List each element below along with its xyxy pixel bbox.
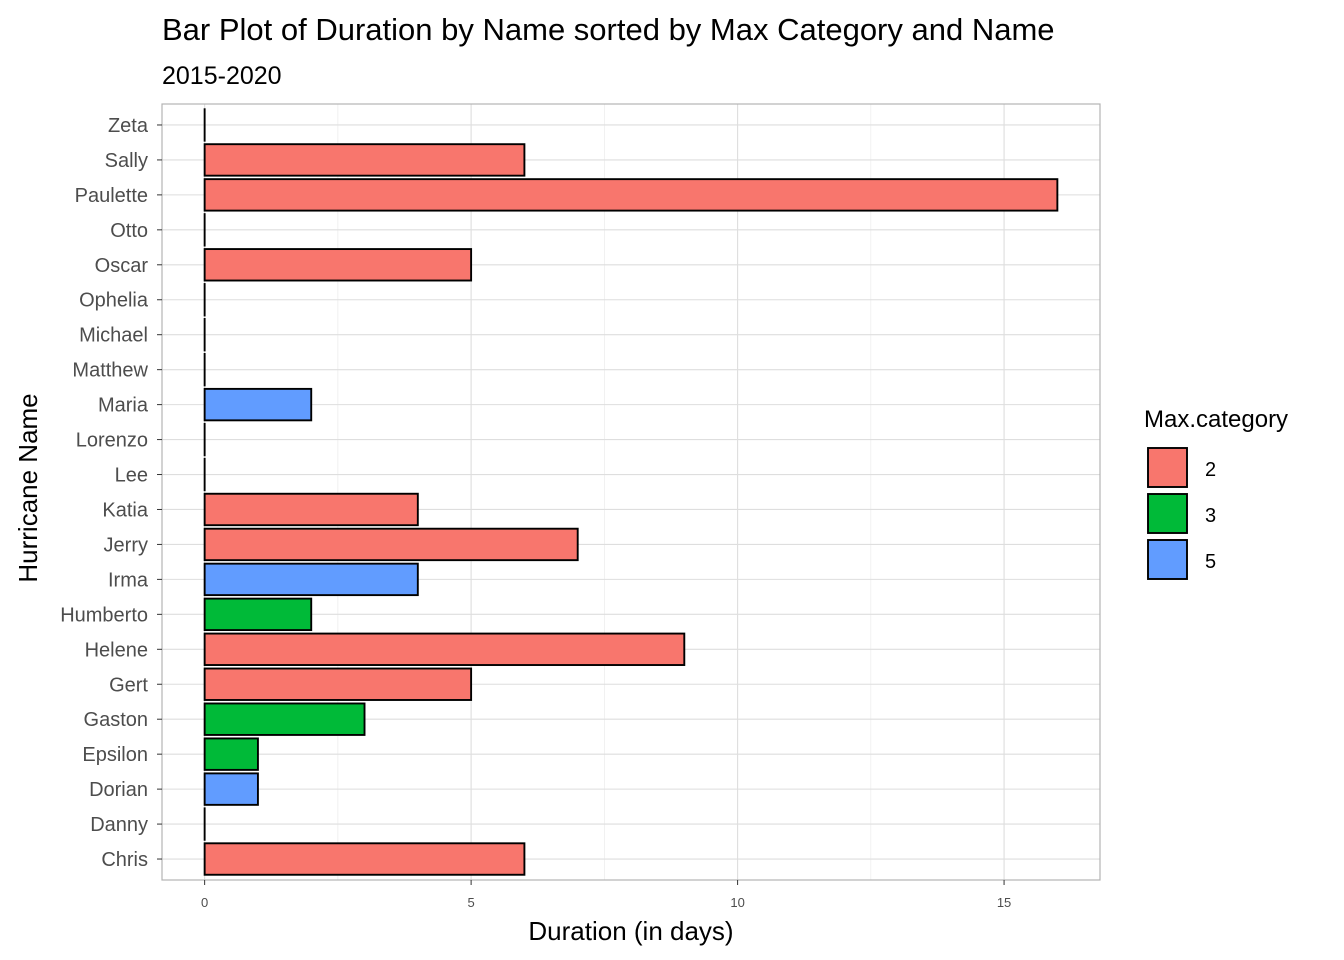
- y-tick-label-gert: Gert: [109, 674, 148, 696]
- y-axis-title: Hurricane Name: [13, 393, 43, 582]
- bar-katia: [203, 492, 419, 527]
- x-tick-label: 15: [997, 895, 1011, 910]
- y-tick-label-katia: Katia: [102, 499, 148, 521]
- bar-dorian: [203, 772, 259, 806]
- bar-chris: [203, 842, 526, 876]
- x-axis-title: Duration (in days): [528, 916, 733, 946]
- legend-items: 2 3 5: [1147, 447, 1216, 580]
- x-axis-ticks: 0 5 10 15: [201, 880, 1011, 910]
- y-tick-label-chris: Chris: [101, 849, 148, 871]
- legend-label-3: 3: [1205, 505, 1216, 527]
- x-tick-label: 10: [730, 895, 744, 910]
- y-tick-label-irma: Irma: [108, 569, 149, 591]
- plot-border: [161, 103, 1101, 881]
- y-tick-label-sally: Sally: [105, 150, 148, 172]
- bar-irma: [203, 562, 419, 597]
- legend-label-2: 2: [1205, 459, 1216, 481]
- bar-humberto: [203, 597, 313, 632]
- chart-title: Bar Plot of Duration by Name sorted by M…: [162, 12, 1055, 47]
- bar-sally: [203, 143, 526, 177]
- y-tick-label-epsilon: Epsilon: [82, 744, 148, 766]
- plot-background: [162, 104, 1100, 880]
- y-tick-label-maria: Maria: [98, 395, 149, 417]
- legend-swatch-5: [1147, 539, 1188, 580]
- y-tick-label-oscar: Oscar: [95, 255, 149, 277]
- y-tick-label-ophelia: Ophelia: [79, 290, 149, 312]
- legend-swatch-2: [1147, 447, 1188, 488]
- chart-subtitle: 2015-2020: [162, 62, 282, 90]
- y-tick-label-paulette: Paulette: [75, 185, 148, 207]
- bar-maria: [203, 387, 313, 422]
- bar-layer: [203, 108, 1059, 876]
- y-tick-label-lorenzo: Lorenzo: [76, 430, 148, 452]
- y-tick-label-michael: Michael: [79, 325, 148, 347]
- y-tick-label-zeta: Zeta: [108, 115, 149, 137]
- y-tick-label-matthew: Matthew: [72, 360, 148, 382]
- legend-title: Max.category: [1144, 406, 1288, 433]
- x-tick-label: 5: [467, 895, 474, 910]
- bar-helene: [203, 632, 686, 666]
- bar-epsilon: [203, 737, 259, 771]
- bar-gert: [203, 667, 473, 701]
- y-tick-label-otto: Otto: [110, 220, 148, 242]
- y-tick-label-helene: Helene: [85, 639, 148, 661]
- bar-oscar: [203, 248, 473, 282]
- y-tick-label-gaston: Gaston: [84, 709, 148, 731]
- y-axis-ticks: Zeta Sally Paulette Otto Oscar Ophelia Michael…: [60, 115, 162, 871]
- y-tick-label-dorian: Dorian: [89, 779, 148, 801]
- legend-swatch-3: [1147, 493, 1188, 534]
- y-tick-label-jerry: Jerry: [104, 534, 148, 556]
- plot-area: [161, 103, 1101, 881]
- legend: Max.category 2 3 5: [1144, 406, 1288, 580]
- bar-gaston: [203, 702, 366, 736]
- y-tick-label-danny: Danny: [90, 814, 148, 836]
- y-tick-label-lee: Lee: [115, 465, 148, 487]
- y-tick-label-humberto: Humberto: [60, 604, 148, 626]
- bar-paulette: [203, 178, 1059, 212]
- legend-label-5: 5: [1205, 551, 1216, 573]
- x-tick-label: 0: [201, 895, 208, 910]
- bar-jerry: [203, 527, 579, 562]
